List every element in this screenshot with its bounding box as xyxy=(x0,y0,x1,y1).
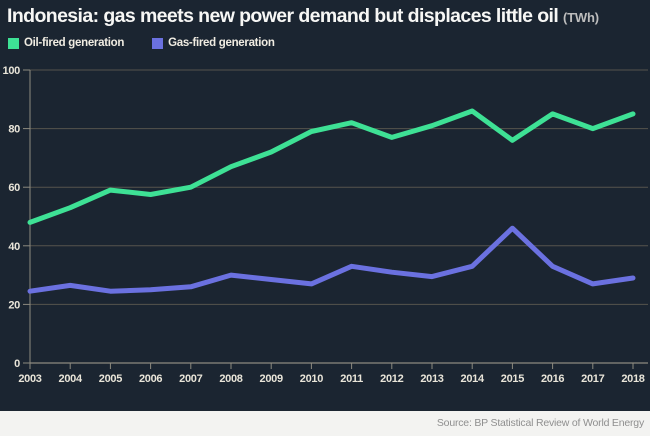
x-tick-label: 2014 xyxy=(461,373,485,385)
x-tick-label: 2009 xyxy=(260,373,283,385)
x-tick-label: 2018 xyxy=(621,373,644,385)
x-tick-label: 2017 xyxy=(581,373,604,385)
chart-title: Indonesia: gas meets new power demand bu… xyxy=(7,5,599,28)
chart-title-text: Indonesia: gas meets new power demand bu… xyxy=(7,5,559,27)
gas-series-line xyxy=(27,225,636,294)
legend: Oil-fired generation Gas-fired generatio… xyxy=(8,37,303,49)
x-tick-label: 2012 xyxy=(380,373,403,385)
line-chart: 0 20 40 60 80 100 2003 2004 2005 2006 2007 2008 2009… xyxy=(3,65,648,385)
y-tick-label: 60 xyxy=(8,182,20,194)
x-tick-label: 2013 xyxy=(420,373,443,385)
y-tick-label: 40 xyxy=(8,241,20,253)
x-tick-label: 2003 xyxy=(18,373,41,385)
gas-legend-label: Gas-fired generation xyxy=(168,37,275,49)
y-tick-label: 20 xyxy=(8,299,20,311)
gas-legend-swatch xyxy=(152,37,164,49)
x-tick-label: 2005 xyxy=(99,373,122,385)
legend-item-gas: Gas-fired generation xyxy=(152,37,275,49)
x-tick-label: 2011 xyxy=(340,373,363,385)
oil-legend-swatch xyxy=(8,37,19,49)
chart-title-unit: (TWh) xyxy=(563,10,599,25)
x-tick-label: 2008 xyxy=(219,373,242,385)
x-tick-label: 2007 xyxy=(179,373,202,385)
oil-legend-label: Oil-fired generation xyxy=(24,37,125,49)
y-tick-label: 80 xyxy=(8,124,20,136)
source-text: Source: BP Statistical Review of World E… xyxy=(436,417,644,429)
x-tick-label: 2010 xyxy=(300,373,323,385)
x-tick-label: 2004 xyxy=(59,373,83,385)
legend-item-oil: Oil-fired generation xyxy=(8,37,124,49)
oil-series-line xyxy=(27,108,636,225)
y-tick-label: 0 xyxy=(14,358,20,370)
x-tick-label: 2016 xyxy=(541,373,564,385)
y-tick-label: 100 xyxy=(3,65,21,77)
x-tick-label: 2006 xyxy=(139,373,162,385)
source-bar: Source: BP Statistical Review of World E… xyxy=(0,411,650,436)
x-tick-label: 2015 xyxy=(501,373,524,385)
